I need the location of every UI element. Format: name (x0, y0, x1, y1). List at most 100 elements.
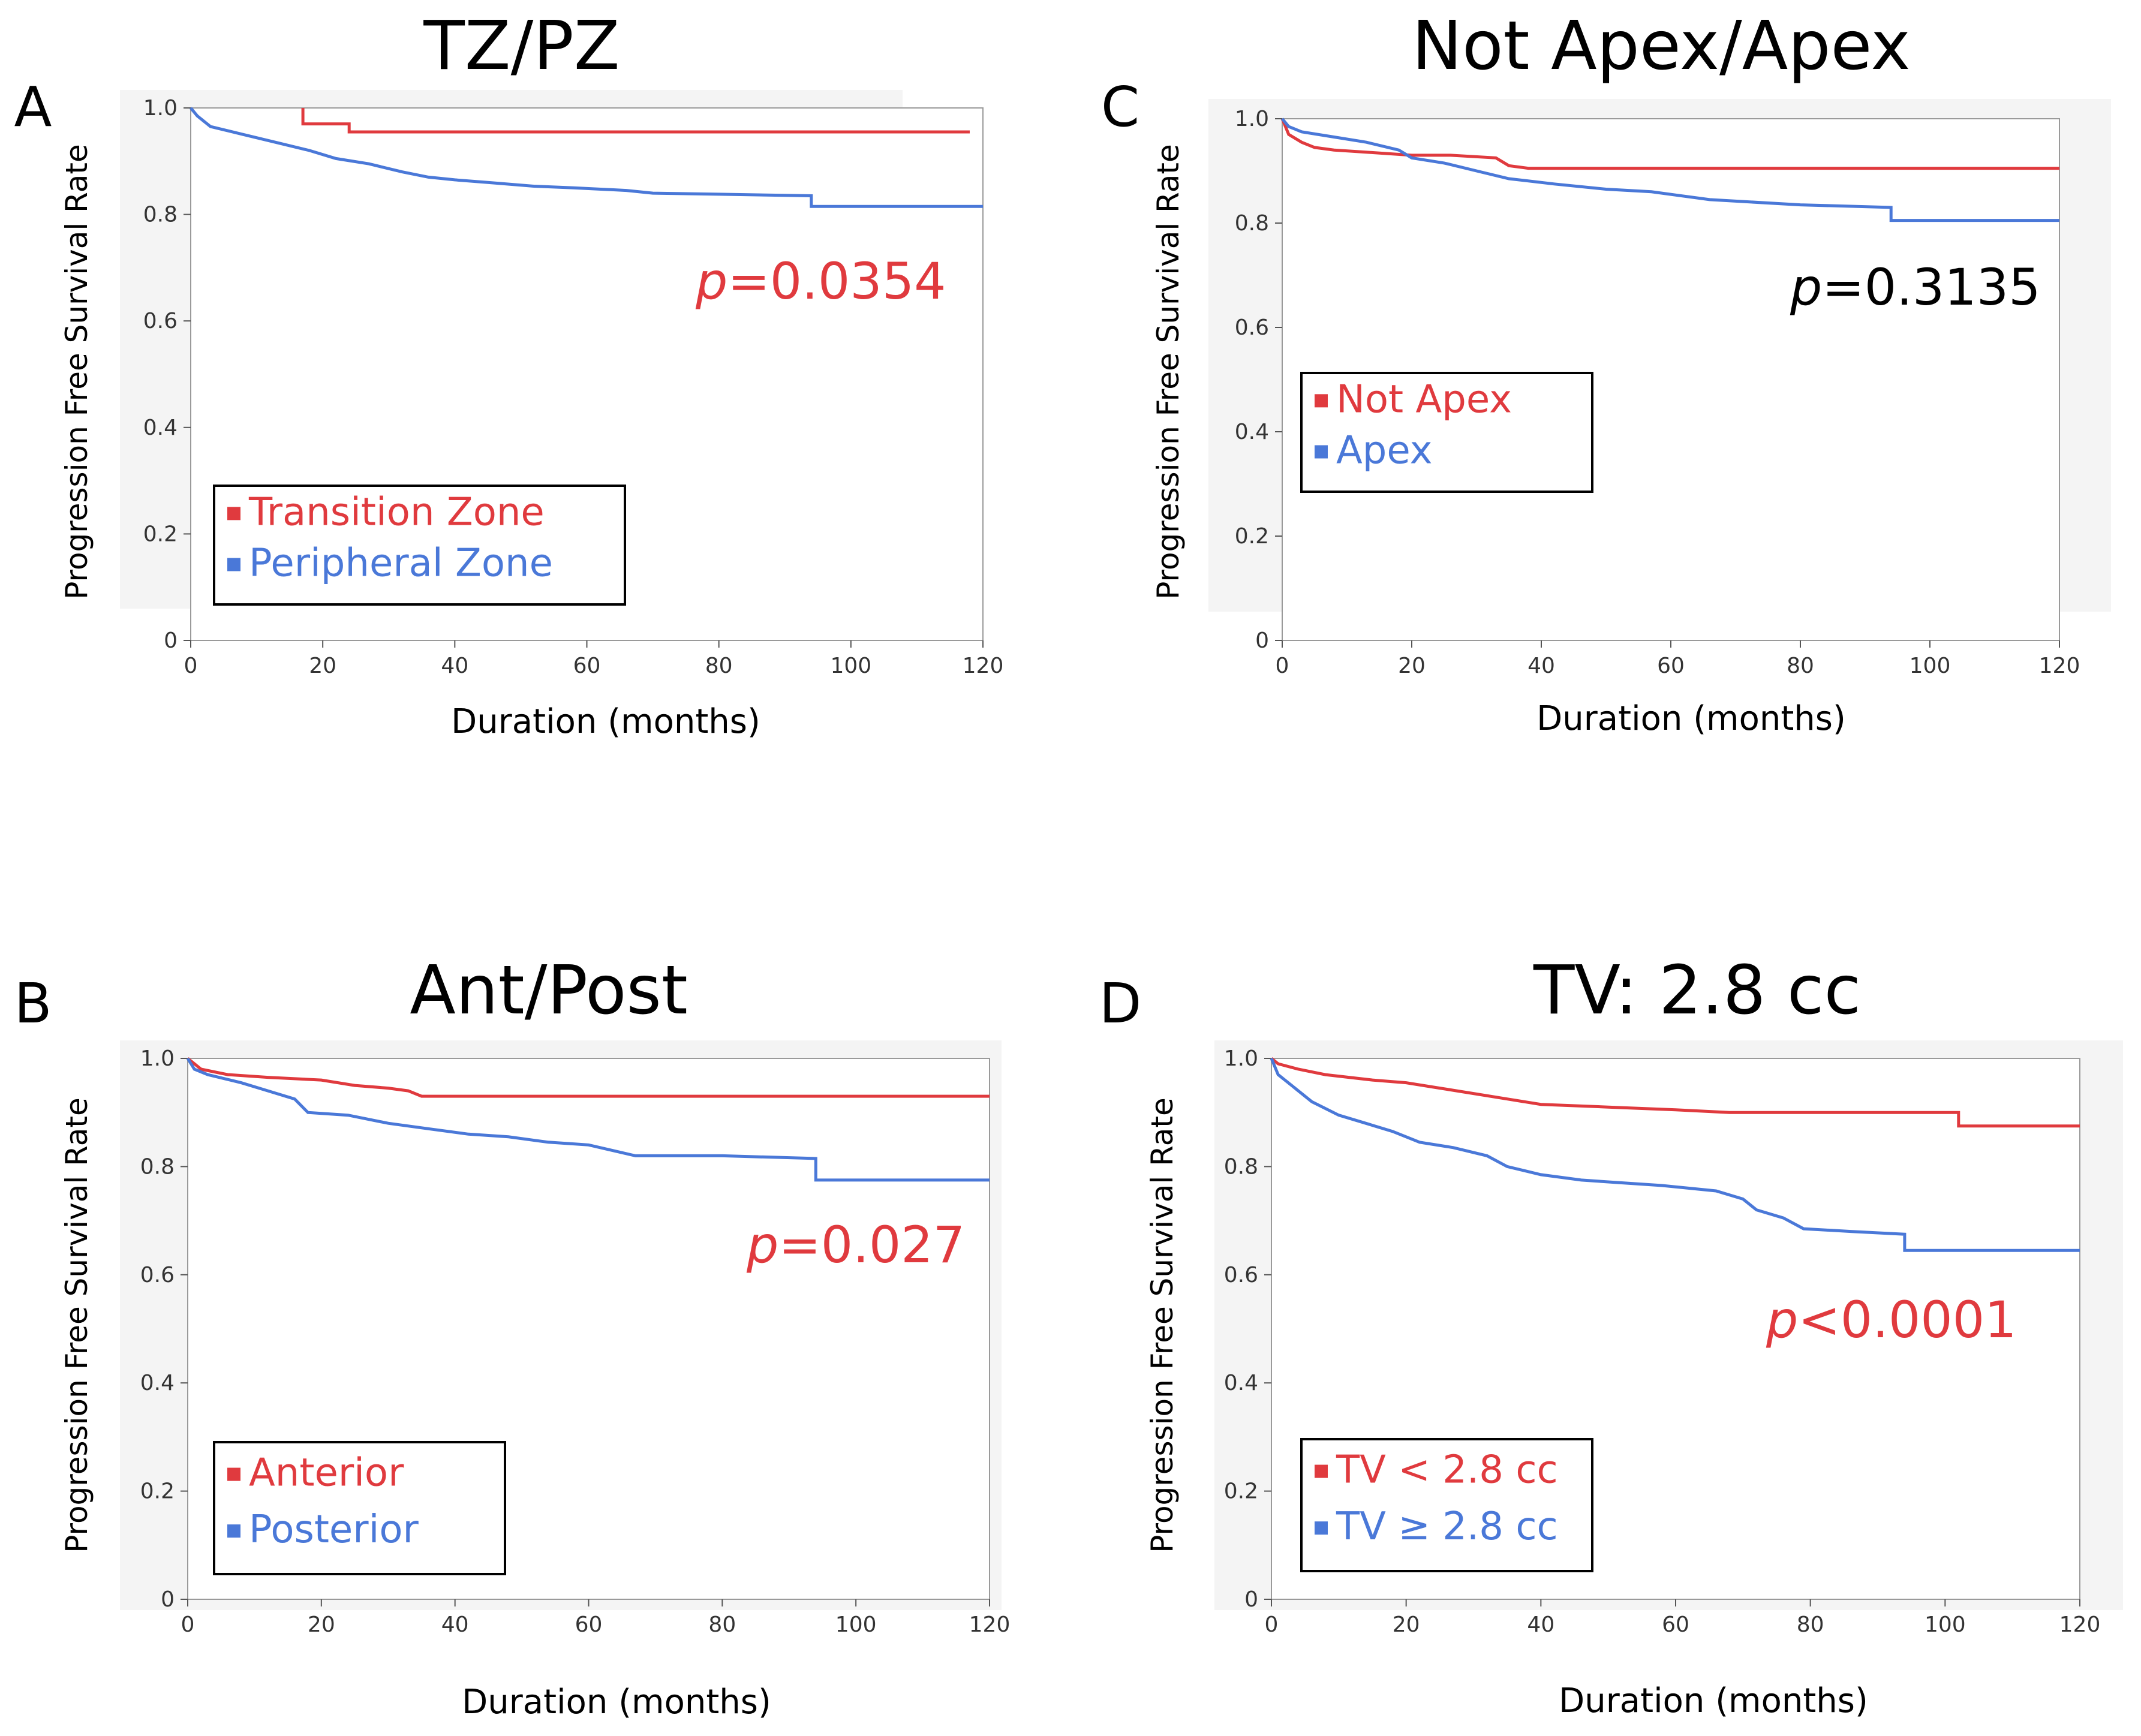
x-tick-label: 20 (308, 1612, 335, 1637)
series-line (1281, 118, 2059, 222)
x-tick-label: 20 (1398, 654, 1426, 678)
x-tick-label: 80 (705, 654, 733, 678)
panel-b: B Ant/Post 0 0.2 0.4 0.6 0.8 1.0 0 20 40 60 80 100 120… (14, 952, 1010, 1722)
y-tick-label: 1.0 (140, 1046, 175, 1071)
series-line (190, 107, 983, 208)
y-tick-label: 1.0 (1235, 107, 1269, 131)
legend-swatch (227, 558, 240, 571)
p-symbol: p (746, 1215, 778, 1274)
y-tick-label: 0.4 (140, 1371, 175, 1395)
legend: Anterior Posterior (213, 1441, 506, 1575)
x-tick-label: 100 (1925, 1612, 1966, 1637)
y-tick-label: 0 (164, 628, 178, 653)
legend-swatch (1315, 445, 1328, 459)
legend-label: Apex (1336, 428, 1433, 473)
y-tick-label: 0.6 (140, 1263, 175, 1287)
x-tick-label: 0 (181, 1612, 195, 1637)
series-line (186, 1057, 990, 1182)
x-tick-label: 120 (2039, 654, 2080, 678)
x-tick-label: 80 (1787, 654, 1814, 678)
x-tick-label: 60 (1662, 1612, 1689, 1637)
x-tick-label: 120 (963, 654, 1004, 678)
y-tick-label: 0.2 (1235, 524, 1269, 549)
legend: TV < 2.8 cc TV ≥ 2.8 cc (1300, 1438, 1593, 1572)
x-axis-label: Duration (months) (451, 702, 760, 741)
y-tick-label: 0.4 (1235, 420, 1269, 444)
legend-swatch (1315, 394, 1328, 408)
legend-swatch (1315, 1464, 1328, 1478)
panel-a: A TZ/PZ 0 0.2 0.4 0.6 0.8 1.0 0 20 40 60 80 100 120 Dur… (14, 7, 1004, 741)
p-number: =0.0354 (727, 252, 946, 311)
y-tick-label: 0.6 (143, 309, 178, 333)
legend-box (1300, 1438, 1593, 1572)
panel-letter: B (14, 971, 52, 1036)
y-tick-label: 0.6 (1235, 315, 1269, 340)
y-tick-label: 0 (1244, 1587, 1258, 1612)
x-tick-label: 0 (1265, 1612, 1279, 1637)
x-tick-label: 40 (1527, 1612, 1554, 1637)
y-tick-label: 0.8 (143, 203, 178, 227)
y-tick-label: 0.4 (143, 416, 178, 440)
x-tick-label: 60 (575, 1612, 603, 1637)
x-tick-label: 120 (969, 1612, 1011, 1637)
legend-label: Posterior (249, 1508, 419, 1552)
series-line (1270, 1058, 2080, 1252)
panel-letter: C (1101, 75, 1139, 139)
p-symbol: p (695, 252, 727, 311)
panel-letter: D (1099, 971, 1142, 1036)
legend-label: TV < 2.8 cc (1336, 1448, 1558, 1493)
p-value: p=0.0354 (695, 252, 946, 311)
x-tick-label: 40 (1527, 654, 1555, 678)
legend-label: Transition Zone (248, 490, 545, 534)
legend-swatch (1315, 1521, 1328, 1535)
p-number: <0.0001 (1798, 1290, 2016, 1349)
x-tick-label: 40 (441, 654, 468, 678)
chart-title: Not Apex/Apex (1412, 7, 1910, 85)
y-tick-label: 0.2 (140, 1479, 175, 1504)
legend-swatch (227, 1467, 240, 1481)
panel-c: C Not Apex/Apex 0 0.2 0.4 0.6 0.8 1.0 0 20 40 60 80 1… (1101, 7, 2111, 738)
series-line (1270, 1057, 2080, 1128)
x-tick-label: 120 (2059, 1612, 2101, 1637)
p-symbol: p (1766, 1290, 1798, 1349)
x-axis-label: Duration (months) (1559, 1681, 1868, 1720)
p-number: =0.3135 (1822, 258, 2040, 317)
series-line (1280, 118, 2059, 170)
legend-swatch (227, 507, 240, 521)
chart-title: Ant/Post (410, 952, 688, 1030)
x-tick-label: 20 (309, 654, 336, 678)
p-number: =0.027 (778, 1215, 965, 1274)
y-axis-label: Progression Free Survival Rate (59, 144, 94, 600)
y-tick-label: 0.6 (1224, 1263, 1258, 1287)
x-tick-label: 100 (830, 654, 871, 678)
legend-label: Anterior (249, 1451, 404, 1496)
x-tick-label: 60 (573, 654, 601, 678)
x-tick-label: 80 (1797, 1612, 1824, 1637)
y-tick-label: 0.8 (1224, 1154, 1258, 1179)
y-axis-label: Progression Free Survival Rate (1151, 144, 1186, 600)
x-tick-label: 20 (1393, 1612, 1420, 1637)
panel-d: D TV: 2.8 cc 0 0.2 0.4 0.6 0.8 1.0 0 20 40 60 80 100 1… (1099, 952, 2123, 1720)
x-tick-label: 0 (184, 654, 198, 678)
series-line (187, 1057, 990, 1098)
chart-title: TZ/PZ (423, 7, 620, 85)
y-tick-label: 1.0 (143, 96, 178, 121)
legend-box (213, 485, 626, 606)
x-tick-label: 60 (1657, 654, 1685, 678)
x-tick-label: 80 (708, 1612, 736, 1637)
series-line (301, 108, 970, 134)
y-tick-label: 0 (1255, 628, 1269, 653)
x-tick-label: 100 (835, 1612, 877, 1637)
p-value: p=0.027 (746, 1215, 965, 1274)
legend-box (1300, 372, 1593, 493)
legend-label: TV ≥ 2.8 cc (1336, 1505, 1558, 1549)
y-tick-label: 1.0 (1224, 1046, 1258, 1071)
y-tick-label: 0.4 (1224, 1371, 1258, 1395)
y-tick-label: 0.2 (143, 522, 178, 546)
legend: Not Apex Apex (1300, 372, 1593, 493)
legend-label: Not Apex (1336, 377, 1512, 422)
x-axis-label: Duration (months) (1536, 699, 1846, 738)
p-value: p=0.3135 (1790, 258, 2041, 317)
y-tick-label: 0.2 (1224, 1479, 1258, 1504)
